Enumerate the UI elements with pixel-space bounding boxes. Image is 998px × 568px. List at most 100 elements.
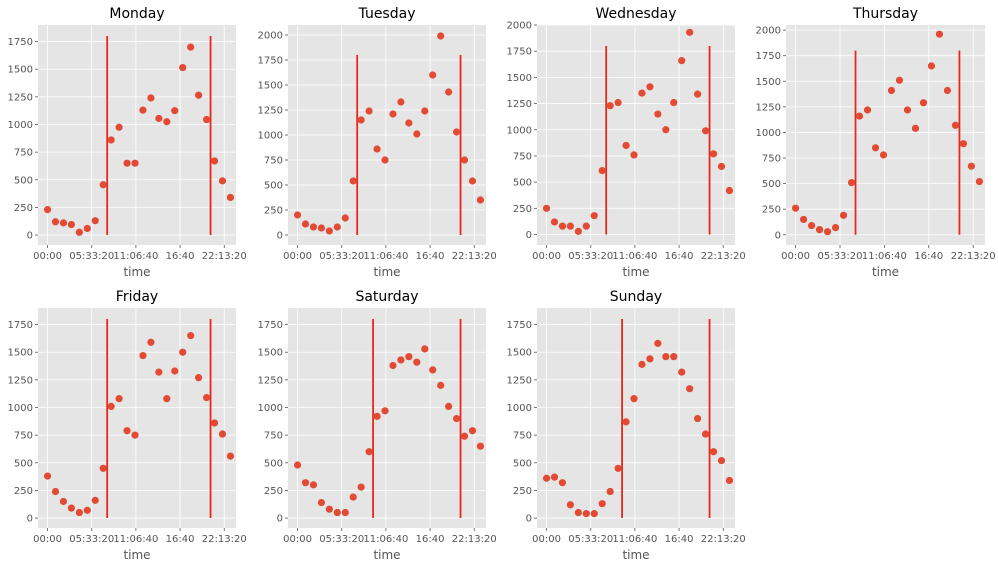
data-point bbox=[301, 479, 310, 487]
data-point bbox=[606, 487, 614, 496]
y-tick-label: 1500 bbox=[8, 348, 33, 359]
data-point bbox=[951, 121, 960, 129]
data-point bbox=[701, 127, 710, 135]
plot-area bbox=[537, 25, 735, 245]
y-tick-label: 1000 bbox=[258, 403, 283, 414]
x-tick-label: 00:00 bbox=[33, 251, 62, 262]
y-tick-label: 0 bbox=[775, 230, 781, 241]
y-tick-label: 0 bbox=[526, 514, 532, 525]
data-point bbox=[123, 427, 131, 435]
data-point bbox=[437, 32, 445, 40]
y-tick-label: 250 bbox=[14, 486, 33, 497]
data-point bbox=[678, 57, 686, 65]
data-point bbox=[919, 99, 928, 107]
data-point bbox=[115, 123, 123, 131]
x-tick-label: 11:06:40 bbox=[363, 251, 408, 262]
data-point bbox=[341, 508, 349, 517]
y-tick-label: 1750 bbox=[258, 56, 283, 67]
data-point bbox=[468, 177, 477, 185]
data-point bbox=[218, 430, 227, 438]
data-point bbox=[349, 493, 357, 501]
data-point bbox=[694, 90, 702, 98]
y-tick-label: 500 bbox=[264, 181, 283, 192]
y-tick-label: 1500 bbox=[258, 348, 283, 359]
chart-title: Monday bbox=[109, 6, 164, 22]
y-tick-label: 1500 bbox=[507, 73, 532, 84]
data-point bbox=[709, 448, 718, 456]
data-point bbox=[558, 222, 567, 230]
x-axis-label: time bbox=[373, 548, 400, 562]
data-point bbox=[863, 106, 872, 114]
x-tick-label: 16:40 bbox=[166, 251, 195, 262]
x-tick-label: 22:13:20 bbox=[701, 534, 746, 545]
data-point bbox=[630, 151, 638, 159]
data-point bbox=[293, 461, 302, 469]
y-tick-label: 750 bbox=[14, 148, 33, 159]
chart-title: Thursday bbox=[852, 6, 918, 22]
chart-title: Tuesday bbox=[358, 6, 416, 22]
data-point bbox=[163, 395, 171, 403]
y-tick-label: 1000 bbox=[507, 125, 532, 136]
y-tick-label: 500 bbox=[14, 175, 33, 186]
data-point bbox=[210, 157, 219, 165]
y-tick-label: 1000 bbox=[258, 131, 283, 142]
data-point bbox=[638, 360, 646, 368]
y-tick-label: 1000 bbox=[8, 403, 33, 414]
data-point bbox=[574, 508, 582, 517]
y-tick-label: 750 bbox=[762, 154, 781, 165]
data-point bbox=[662, 353, 670, 361]
data-point bbox=[598, 167, 606, 175]
data-point bbox=[694, 414, 702, 423]
x-tick-label: 00:00 bbox=[283, 534, 312, 545]
x-axis-label: time bbox=[373, 265, 400, 279]
data-point bbox=[460, 432, 469, 440]
data-point bbox=[333, 508, 341, 517]
data-point bbox=[357, 116, 365, 124]
y-tick-label: 1750 bbox=[507, 47, 532, 58]
data-point bbox=[202, 393, 211, 402]
data-point bbox=[91, 217, 99, 225]
data-point bbox=[171, 367, 179, 375]
data-point bbox=[791, 204, 800, 212]
data-point bbox=[943, 86, 952, 95]
data-point bbox=[421, 345, 429, 353]
y-tick-label: 0 bbox=[27, 231, 33, 242]
data-point bbox=[357, 483, 365, 491]
data-point bbox=[815, 226, 824, 234]
y-tick-label: 2000 bbox=[258, 31, 283, 42]
data-point bbox=[187, 43, 195, 51]
data-point bbox=[405, 353, 413, 361]
data-point bbox=[670, 98, 678, 107]
data-point bbox=[309, 481, 318, 489]
data-point bbox=[325, 505, 333, 513]
data-point bbox=[413, 130, 421, 138]
y-tick-label: 1000 bbox=[756, 128, 781, 139]
y-tick-label: 0 bbox=[27, 514, 33, 525]
x-axis-label: time bbox=[622, 548, 649, 562]
data-point bbox=[373, 145, 381, 153]
data-point bbox=[163, 118, 171, 126]
y-tick-label: 1750 bbox=[258, 320, 283, 331]
data-point bbox=[75, 508, 83, 517]
subplot-tuesday: 0 250 500 750 1000 1250 1500 1750 2000 00:00 05:33… bbox=[258, 6, 497, 279]
data-point bbox=[139, 106, 147, 114]
data-point bbox=[717, 456, 726, 465]
data-point bbox=[123, 159, 131, 167]
data-point bbox=[301, 220, 310, 228]
y-tick-label: 250 bbox=[264, 486, 283, 497]
y-tick-label: 250 bbox=[264, 206, 283, 217]
data-point bbox=[468, 427, 477, 435]
data-point bbox=[622, 141, 630, 150]
chart-title: Wednesday bbox=[595, 6, 676, 22]
y-tick-label: 1000 bbox=[8, 120, 33, 131]
data-point bbox=[807, 221, 816, 230]
data-point bbox=[381, 407, 389, 415]
data-point bbox=[43, 472, 52, 480]
y-tick-label: 750 bbox=[14, 431, 33, 442]
data-point bbox=[911, 124, 920, 132]
x-tick-label: 05:33:20 bbox=[319, 534, 364, 545]
data-point bbox=[389, 110, 397, 118]
x-tick-label: 22:13:20 bbox=[951, 251, 996, 262]
data-point bbox=[903, 106, 912, 114]
y-tick-label: 0 bbox=[526, 230, 532, 241]
